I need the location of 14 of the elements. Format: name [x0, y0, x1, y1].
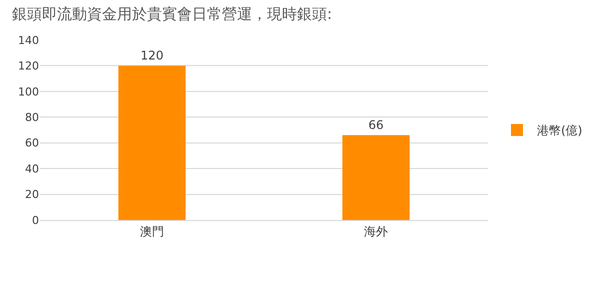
- y-tick-label: 40: [25, 162, 39, 176]
- data-label: 120: [140, 48, 164, 63]
- y-tick-label: 80: [25, 110, 39, 124]
- y-tick-label: 20: [25, 188, 39, 202]
- legend-label: 港幣(億): [536, 124, 582, 138]
- data-label: 66: [368, 118, 384, 132]
- y-tick-label: 0: [32, 214, 39, 227]
- x-tick-label: 澳門: [140, 224, 164, 238]
- y-tick-label: 60: [25, 136, 39, 150]
- chart-title: 銀頭即流動資金用於貴賓會日常營運，現時銀頭:: [12, 5, 332, 24]
- y-tick-label: 120: [18, 60, 39, 73]
- y-tick-label: 100: [18, 85, 39, 98]
- y-tick-label: 140: [18, 34, 39, 47]
- x-tick-label: 海外: [364, 224, 388, 238]
